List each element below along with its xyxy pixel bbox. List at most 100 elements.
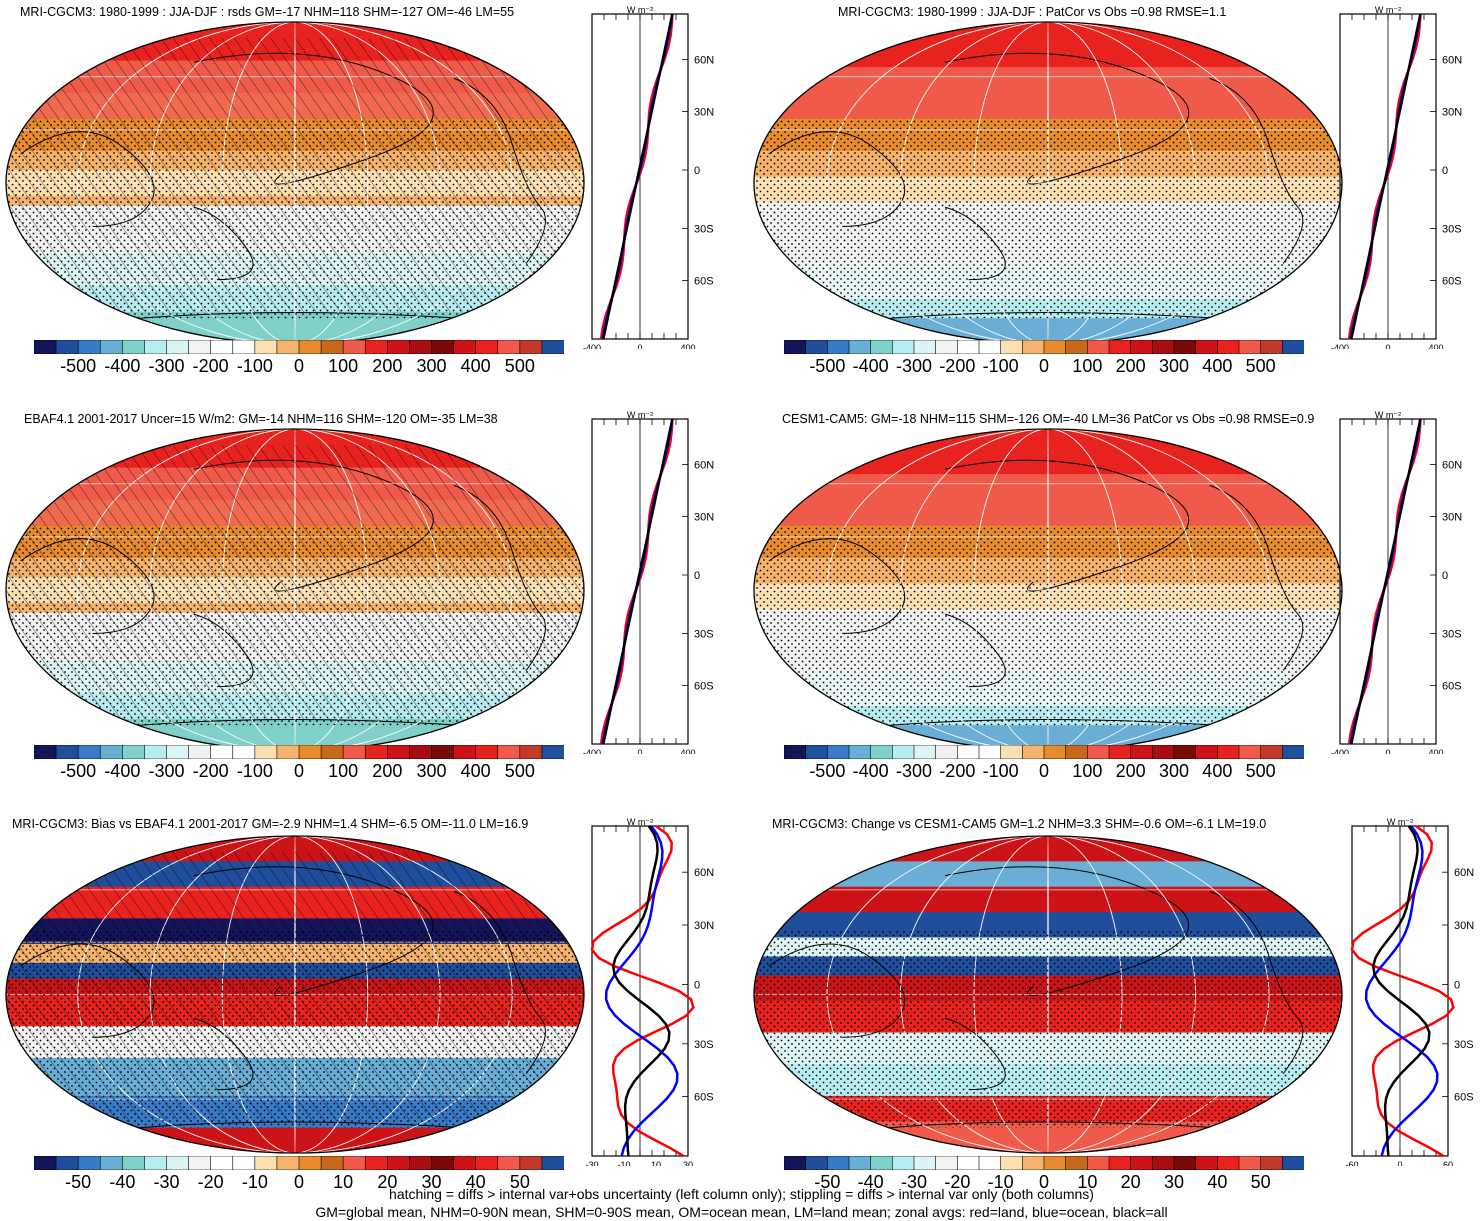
colorbar-swatch [1260,1156,1283,1170]
colorbar-swatch [1043,340,1067,354]
colorbar-tick-label: -300 [895,356,933,376]
colorbar-swatch [166,340,190,354]
panel-bias: MRI-CGCM3: Bias vs EBAF4.1 2001-2017 GM=… [0,810,742,1192]
colorbar-swatch [166,745,190,759]
colorbar-swatch [298,1156,322,1170]
colorbar-swatch [453,340,477,354]
colorbar-swatch [387,745,411,759]
colorbar-swatch [475,745,499,759]
colorbar-swatch [232,1156,256,1170]
zonal-line-ocean [1364,825,1439,1157]
latitude-tick-label: 60S [1442,681,1462,693]
colorbar-swatch [827,340,850,354]
latitude-tick-label: 60N [1442,460,1462,472]
colorbar-tick-label: 500 [1245,356,1276,376]
colorbar-tick-label: -200 [192,356,229,376]
colorbar-swatch [122,340,146,354]
zonal-mean-plot: W m⁻² 60N 30N 0 30S 60S -400 0 400 [583,5,714,349]
map-border [5,835,585,1154]
colorbar-swatch [276,1156,300,1170]
colorbar-tick-label: 100 [1072,356,1103,376]
colorbar-swatch [1238,340,1262,354]
colorbar-tick-label: -100 [982,761,1019,781]
colorbar-swatch [1195,745,1218,759]
colorbar-swatch [913,1156,937,1170]
colorbar-swatch [77,745,101,759]
colorbar-swatch [232,340,256,354]
latitude-tick-label: 60S [694,1092,714,1104]
colorbar [34,1156,564,1170]
zonal-mean-plot: W m⁻² 60N 30N 0 30S 60S -400 0 400 [1331,410,1462,754]
colorbar-swatch [55,340,79,354]
panel-title: MRI-CGCM3: 1980-1999 : JJA-DJF : rsds GM… [20,5,515,19]
colorbar-swatch [210,1156,234,1170]
colorbar-swatch [1282,745,1304,759]
colorbar-swatch [1238,745,1262,759]
colorbar-swatch [935,1156,958,1170]
colorbar-swatch [364,745,388,759]
colorbar-tick-label: -20 [944,1172,971,1192]
colorbar-tick-label: -400 [104,761,141,781]
colorbar-swatch [892,1156,915,1170]
colorbar-swatch [519,745,543,759]
colorbar-swatch [1195,340,1218,354]
colorbar-tick-label: -400 [104,356,141,376]
colorbar-swatch [144,1156,168,1170]
zonal-mean-plot: W m⁻² 60N 30N 0 30S 60S -400 0 400 [583,410,714,754]
colorbar-tick-label: 50 [1250,1172,1271,1192]
colorbar-tick-label: 0 [1038,1172,1050,1192]
colorbar-tick-label: 200 [1115,761,1146,781]
colorbar-tick-label: 0 [1038,356,1050,376]
colorbar-swatch [978,1156,1002,1170]
colorbar-swatch [1195,1156,1218,1170]
colorbar-swatch [1130,340,1153,354]
colorbar-tick-label: 100 [328,761,359,781]
colorbar-swatch [99,340,123,354]
colorbar-swatch [34,1156,57,1170]
colorbar-tick-label: -50 [65,1172,92,1192]
panel-title: CESM1-CAM5: GM=-18 NHM=115 SHM=-126 OM=-… [782,412,1315,426]
map-field [754,836,1342,1153]
panel-title: MRI-CGCM3: Bias vs EBAF4.1 2001-2017 GM=… [12,817,529,831]
colorbar-swatch [210,745,234,759]
colorbar-swatch [827,745,850,759]
zonal-x-tick-label: 60 [1443,1160,1453,1166]
colorbar-swatch [409,745,433,759]
colorbar-swatch [188,1156,212,1170]
colorbar-swatch [1108,1156,1132,1170]
colorbar-tick-label: 30 [421,1172,442,1192]
latitude-tick-label: 60N [1442,55,1462,67]
footer-caption-line1: hatching = diffs > internal var+obs unce… [389,1186,1094,1202]
colorbar-swatch [957,1156,980,1170]
colorbar-labels: -50 -40 -30 -20 -10 0 10 20 30 40 50 [784,1172,1304,1194]
colorbar-tick-label: 100 [328,356,359,376]
colorbar-tick-label: 300 [416,356,447,376]
colorbar-swatch [55,745,79,759]
latitude-tick-label: 30S [1442,224,1462,236]
colorbar-swatch [254,1156,278,1170]
latitude-tick-label: 0 [1454,979,1460,991]
colorbar-swatch [1152,745,1175,759]
colorbar-tick-label: -200 [192,761,229,781]
colorbar-tick-label: -200 [939,356,976,376]
colorbar-swatch [1130,1156,1153,1170]
latitude-tick-label: 30S [1442,629,1462,641]
colorbar-swatch [144,745,168,759]
colorbar-tick-label: -40 [109,1172,136,1192]
colorbar-swatch [497,1156,521,1170]
latitude-tick-label: 60S [1442,276,1462,288]
panel-title: EBAF4.1 2001-2017 Uncer=15 W/m2: GM=-14 … [24,412,498,426]
colorbar-tick-label: -100 [236,761,273,781]
colorbar-swatch [1108,340,1132,354]
latitude-tick-label: 30N [694,920,714,932]
latitude-tick-label: 30N [1442,512,1462,524]
colorbar-swatch [232,745,256,759]
colorbar-labels: -500 -400 -300 -200 -100 0 100 200 300 400 500 [784,761,1304,783]
colorbar-swatch [848,1156,872,1170]
colorbar-tick-label: -100 [236,356,273,376]
colorbar-swatch [34,745,57,759]
zonal-x-tick-label: 0 [1385,748,1390,754]
latitude-tick-label: 0 [1442,165,1448,177]
colorbar-swatch [1260,340,1283,354]
colorbar-swatch [1022,745,1045,759]
